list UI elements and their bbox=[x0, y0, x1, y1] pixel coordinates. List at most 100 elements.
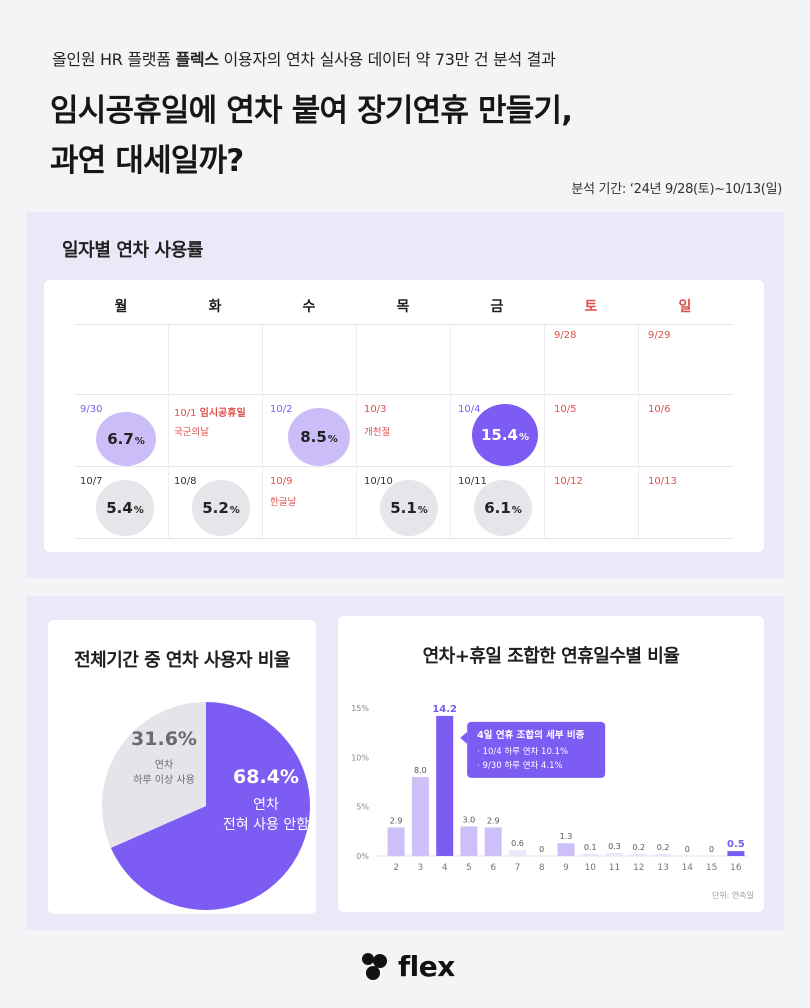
date-10-11: 10/11 bbox=[458, 476, 487, 487]
holiday-note-10-3: 개천절 bbox=[364, 427, 391, 438]
weekday-sat: 토 bbox=[584, 299, 598, 315]
pie-label-unused-line1: 연차 bbox=[253, 797, 279, 813]
bar-6 bbox=[484, 827, 502, 856]
weekday-tue: 화 bbox=[208, 299, 222, 315]
x-tick-label: 5 bbox=[466, 863, 472, 873]
bar-value-label: 0.1 bbox=[584, 843, 597, 852]
grid-vline bbox=[262, 324, 263, 538]
weekday-sun: 일 bbox=[678, 299, 692, 315]
x-tick-label: 2 bbox=[393, 863, 399, 873]
date-10-7: 10/7 bbox=[80, 476, 103, 487]
weekday-wed: 수 bbox=[302, 299, 316, 315]
holiday-note-10-9: 한글날 bbox=[270, 497, 297, 508]
bar-value-label: 2.9 bbox=[487, 816, 500, 825]
title-line-1: 임시공휴일에 연차 붙여 장기연휴 만들기, bbox=[50, 93, 573, 129]
bar-value-label: 0.5 bbox=[727, 839, 745, 850]
grid-line bbox=[74, 324, 734, 325]
pie-value-used: 31.6% bbox=[131, 728, 197, 750]
brand-name: 플렉스 bbox=[175, 50, 219, 69]
bar-chart: 0% 5% 10% 15% 2.9 2 8.0 3 14.2 4 3.0 5 2.9 6 0.6 7 0 8 1.3… bbox=[351, 704, 754, 900]
holiday-note-10-1: 국군의날 bbox=[174, 427, 209, 438]
bar-value-label: 0 bbox=[539, 845, 544, 854]
date-10-8: 10/8 bbox=[174, 476, 197, 487]
bar-7 bbox=[509, 850, 526, 856]
pie-chart-title: 전체기간 중 연차 사용자 비율 bbox=[74, 650, 290, 671]
x-tick-label: 13 bbox=[657, 863, 668, 873]
unit-note: 단위: 연속일 bbox=[712, 890, 754, 900]
bar-13 bbox=[654, 854, 672, 856]
date-9-28: 9/28 bbox=[554, 330, 577, 341]
pie-label-unused-line2: 전혀 사용 안함 bbox=[222, 817, 310, 833]
header-subtitle: 올인원 HR 플랫폼 플렉스 이용자의 연차 실사용 데이터 약 73만 건 분… bbox=[52, 50, 556, 69]
grid-line bbox=[74, 538, 734, 539]
date-9-29: 9/29 bbox=[648, 330, 671, 341]
bar-value-label: 0 bbox=[709, 845, 714, 854]
pie-label-used: 31.6% 연차 하루 이상 사용 bbox=[112, 728, 216, 786]
x-tick-label: 6 bbox=[490, 863, 496, 873]
usage-bubble-10-8: 5.2% bbox=[192, 480, 250, 536]
pie-slice-1 bbox=[101, 702, 206, 848]
calendar-card: 월 화 수 목 금 토 일 9/28 9/29 9/30 6.7% 10/1 임… bbox=[44, 280, 764, 552]
usage-bubble-10-10: 5.1% bbox=[380, 480, 438, 536]
calendar-panel: 일자별 연차 사용률 월 화 수 목 금 토 일 9/28 9/29 9/30 … bbox=[26, 212, 784, 578]
pie-label-used-line1: 연차 bbox=[154, 760, 174, 771]
x-tick-label: 8 bbox=[539, 863, 545, 873]
weekday-thu: 목 bbox=[396, 299, 410, 315]
x-tick-label: 9 bbox=[563, 863, 569, 873]
bar-chart-title: 연차+휴일 조합한 연휴일수별 비율 bbox=[422, 646, 680, 667]
bar-value-label: 0.2 bbox=[632, 843, 645, 852]
bar-value-label: 1.3 bbox=[560, 832, 573, 841]
bar-11 bbox=[606, 853, 623, 856]
bar-9 bbox=[557, 843, 575, 856]
weekday-fri: 금 bbox=[490, 299, 504, 315]
bar-value-label: 3.0 bbox=[463, 815, 476, 824]
bar-value-label: 8.0 bbox=[414, 766, 427, 775]
date-10-2: 10/2 bbox=[270, 404, 293, 415]
bar-5 bbox=[460, 826, 478, 856]
y-tick-label: 5% bbox=[356, 803, 369, 812]
usage-bubble-9-30: 6.7% bbox=[96, 412, 156, 466]
bar-value-label: 0 bbox=[685, 845, 690, 854]
bar-value-label: 0.6 bbox=[511, 839, 524, 848]
annotation-pointer bbox=[460, 731, 468, 744]
date-10-3: 10/3 bbox=[364, 404, 387, 415]
weekday-mon: 월 bbox=[114, 299, 128, 315]
title-line-2: 과연 대세일까? bbox=[50, 143, 244, 179]
bar-3 bbox=[411, 777, 429, 856]
bar-value-label: 0.2 bbox=[657, 843, 670, 852]
x-tick-label: 10 bbox=[585, 863, 597, 873]
pie-chart bbox=[101, 702, 310, 910]
x-tick-label: 4 bbox=[442, 863, 448, 873]
pie-chart-card: 전체기간 중 연차 사용자 비율 68.4% 연차 전혀 사용 안함 31.6%… bbox=[48, 620, 316, 914]
grid-vline bbox=[356, 324, 357, 538]
pie-slice-0 bbox=[110, 702, 310, 910]
annotation-title: 4일 연휴 조합의 세부 비중 bbox=[477, 729, 584, 741]
grid-vline bbox=[544, 324, 545, 538]
bar-16 bbox=[727, 851, 745, 856]
y-tick-label: 15% bbox=[351, 704, 369, 713]
usage-bubble-10-7: 5.4% bbox=[96, 480, 154, 536]
annotation-box bbox=[467, 721, 606, 778]
x-tick-label: 7 bbox=[515, 863, 521, 873]
date-10-1: 10/1 임시공휴일 bbox=[174, 408, 246, 419]
y-tick-label: 0% bbox=[356, 852, 369, 861]
pie-value-unused: 68.4% bbox=[233, 766, 299, 788]
bar-2 bbox=[387, 827, 405, 856]
date-10-13: 10/13 bbox=[648, 476, 677, 487]
usage-bubble-10-11: 6.1% bbox=[474, 480, 532, 536]
x-tick-label: 14 bbox=[682, 863, 694, 873]
date-10-5: 10/5 bbox=[554, 404, 577, 415]
bar-12 bbox=[630, 854, 648, 856]
grid-line bbox=[74, 466, 734, 467]
annotation-line-1: · 10/4 하루 연차 10.1% bbox=[477, 746, 568, 757]
x-tick-label: 16 bbox=[730, 863, 742, 873]
usage-bubble-10-4: 15.4% bbox=[472, 404, 538, 466]
bar-4 bbox=[436, 715, 454, 856]
flex-logo-icon bbox=[362, 953, 387, 980]
date-9-30: 9/30 bbox=[80, 404, 103, 415]
x-tick-label: 3 bbox=[418, 863, 424, 873]
analysis-period: 분석 기간: ‘24년 9/28(토)~10/13(일) bbox=[571, 182, 782, 197]
date-10-10: 10/10 bbox=[364, 476, 393, 487]
page-title: 임시공휴일에 연차 붙여 장기연휴 만들기, 과연 대세일까? bbox=[50, 86, 750, 186]
annotation-line-2: · 9/30 하루 연차 4.1% bbox=[477, 760, 562, 771]
